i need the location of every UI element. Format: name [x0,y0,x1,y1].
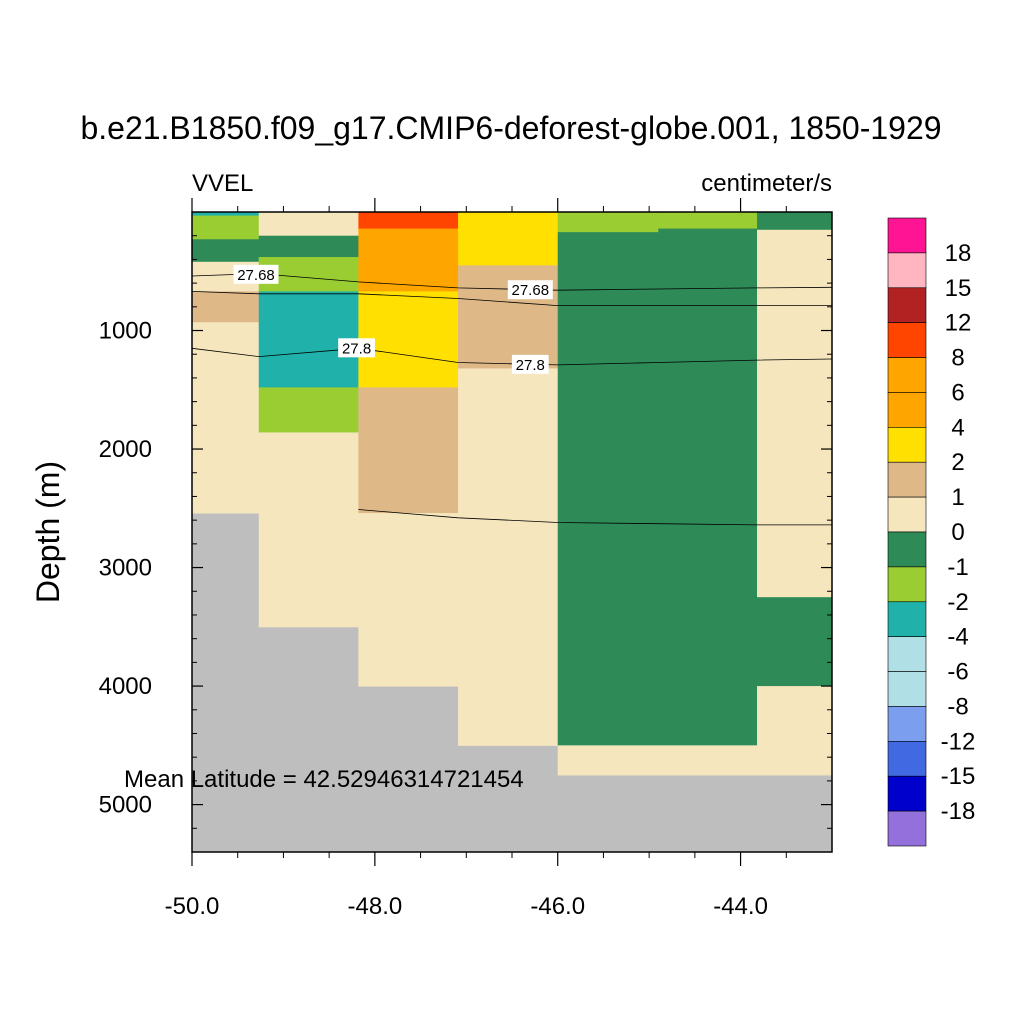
data-cell [757,212,833,231]
y-tick-label: 1000 [99,318,152,345]
colorbar-swatch [887,322,927,358]
colorbar-swatch [887,427,927,463]
data-cell [358,228,459,292]
data-cell [757,686,833,776]
data-cell [192,322,260,514]
colorbar-swatch [887,252,927,289]
contour-line [358,509,832,526]
data-cell [358,513,459,687]
colorbar-label: 0 [951,519,964,546]
data-cell [358,387,459,514]
contour-label-bg [511,354,549,374]
colorbar-swatch [887,566,927,603]
colorbar-label: 6 [951,379,964,406]
colorbar-swatch [887,287,927,323]
colorbar-label: -2 [947,589,968,616]
data-cells [192,212,833,776]
data-cell [192,239,260,263]
colorbar-swatch [887,461,927,498]
colorbar-label: -1 [947,554,968,581]
x-tick-label: -50.0 [165,893,220,920]
colorbar-label: 8 [951,345,964,372]
x-tick-label: -44.0 [713,893,768,920]
colorbar-label: -6 [947,659,968,686]
colorbar-label: -12 [941,728,976,755]
data-cell [358,212,459,230]
x-tick-label: -46.0 [530,893,585,920]
colorbar-swatch [887,496,927,533]
colorbar-swatch [887,531,927,568]
colorbar-label: -15 [941,763,976,790]
colorbar-swatch [887,636,927,672]
y-tick-label: 2000 [99,436,152,463]
data-cell [258,212,359,237]
units-label: centimeter/s [701,170,832,197]
colorbar: 18 15 12 8 6 4 2 1 0 -1 -2 -4 -6 -8 -12 -15 -18 [887,217,976,847]
colorbar-swatch [887,601,927,637]
contour-label-bg [507,280,553,300]
colorbar-label: -8 [947,693,968,720]
y-axis-label: Depth (m) [30,461,66,603]
colorbar-label: 12 [945,310,972,337]
data-cell [658,212,758,230]
data-cell [757,597,833,687]
plot-axes: 1000 2000 3000 4000 5000 -50.0 -48.0 -46.0 -44.0 [99,198,833,920]
data-cell [757,229,833,598]
data-cell [258,235,359,258]
colorbar-swatch [887,810,927,847]
data-cell [557,232,659,746]
density-contours: 27.68 27.68 27.8 27.8 [191,264,833,526]
data-cell [358,291,459,388]
colorbar-label: 15 [945,275,972,302]
y-tick-label: 3000 [99,555,152,582]
data-cell [458,212,559,266]
y-tick-label: 4000 [99,673,152,700]
data-cell [258,432,359,628]
chart-title: b.e21.B1850.f09_g17.CMIP6-deforest-globe… [80,110,941,146]
colorbar-label: 2 [951,449,964,476]
contour-line [191,291,832,307]
contour-label-bg [233,264,279,284]
contour-label: 27.8 [342,340,371,357]
contour-label-bg [338,338,375,358]
data-cell [192,212,260,217]
colorbar-label: -18 [941,798,976,825]
colorbar-label: 1 [951,484,964,511]
y-tick-label: 5000 [99,792,152,819]
colorbar-swatch [887,741,927,777]
data-cell [458,368,559,746]
colorbar-label: 18 [945,240,972,267]
x-tick-label: -48.0 [348,893,403,920]
contour-label: 27.68 [237,267,275,284]
colorbar-swatch [887,392,927,428]
mean-latitude-annotation: Mean Latitude = 42.52946314721454 [124,766,524,793]
data-cell [258,387,359,433]
data-cell [192,291,260,323]
data-cell [658,228,758,746]
colorbar-swatch [887,357,927,393]
contour-label: 27.68 [512,282,550,299]
colorbar-swatch [887,217,927,254]
contour-line [191,347,833,366]
colorbar-label: 4 [951,414,964,441]
colorbar-swatch [887,775,927,812]
variable-name: VVEL [192,170,253,197]
data-cell [192,215,260,240]
contour-label: 27.8 [516,357,545,374]
data-cell [557,745,758,776]
data-cell [557,212,659,233]
colorbar-label: -4 [947,624,968,651]
colorbar-swatch [887,671,927,707]
colorbar-swatch [887,706,927,742]
